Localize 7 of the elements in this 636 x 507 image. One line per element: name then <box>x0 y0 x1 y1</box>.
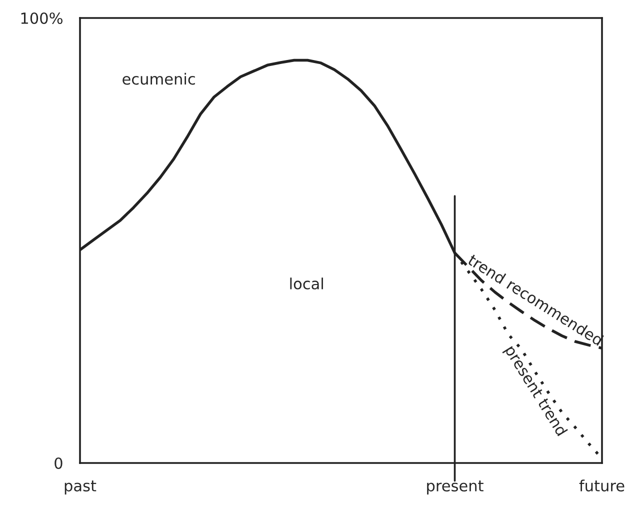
x-tick-label: future <box>579 480 624 492</box>
y-tick-label: 0 <box>54 457 62 470</box>
annotation: local <box>290 278 323 290</box>
x-tick-label: past <box>64 480 96 494</box>
x-tick-label: present <box>427 480 484 494</box>
annotation: ecumenic <box>122 72 195 85</box>
y-tick-label: 100% <box>21 12 62 24</box>
